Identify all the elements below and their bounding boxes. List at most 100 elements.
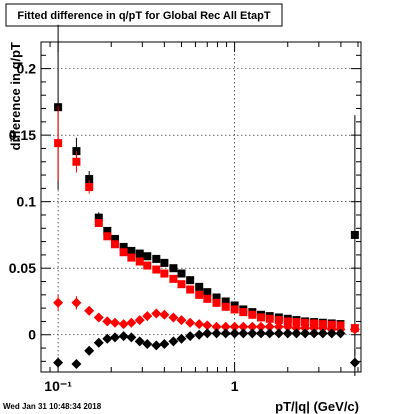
data-point-square (72, 157, 81, 166)
data-point-diamond (220, 328, 231, 339)
data-point-square (103, 226, 112, 235)
data-point-square (94, 213, 103, 222)
data-point-square (248, 310, 257, 319)
data-point-diamond (309, 323, 320, 334)
data-point-diamond (273, 321, 284, 332)
data-point-diamond (102, 316, 113, 327)
data-point-square (119, 248, 128, 257)
data-point-square (195, 282, 204, 291)
data-point-diamond (202, 328, 213, 339)
data-point-square (135, 249, 144, 258)
data-point-diamond (109, 317, 120, 328)
data-point-square (103, 232, 112, 241)
data-point-diamond (309, 328, 320, 339)
data-point-diamond (291, 328, 302, 339)
data-point-square (169, 264, 178, 273)
data-point-square (54, 139, 63, 148)
data-point-diamond (176, 315, 187, 326)
data-point-diamond (349, 324, 360, 335)
data-point-diamond (247, 328, 258, 339)
data-point-square (127, 253, 136, 262)
data-point-diamond (282, 321, 293, 332)
data-point-diamond (93, 337, 104, 348)
data-point-square (203, 288, 212, 297)
data-point-square (283, 317, 292, 326)
data-point-square (152, 265, 161, 274)
data-point-diamond (53, 357, 64, 368)
data-point-square (265, 314, 274, 323)
x-tick-labels: 10⁻¹ 1 (44, 378, 238, 394)
data-point-square (186, 276, 195, 285)
data-point-diamond (194, 329, 205, 340)
data-point-diamond (84, 305, 95, 316)
data-point-diamond (335, 328, 346, 339)
x-axis-title: pT/|q| (GeV/c) (275, 399, 359, 414)
data-point-square (85, 183, 94, 192)
data-point-diamond (93, 312, 104, 323)
data-point-diamond (273, 328, 284, 339)
data-point-diamond (142, 311, 153, 322)
data-point-diamond (282, 328, 293, 339)
data-point-square (160, 258, 169, 267)
data-point-diamond (134, 315, 145, 326)
data-point-square (186, 285, 195, 294)
plot-frame (40, 41, 362, 373)
data-point-diamond (291, 323, 302, 334)
y-tick-label: 0.05 (9, 260, 36, 276)
data-point-square (160, 269, 169, 278)
data-point-diamond (255, 328, 266, 339)
data-point-diamond (264, 328, 275, 339)
data-markers (53, 24, 360, 376)
data-point-diamond (53, 297, 64, 308)
data-point-diamond (211, 328, 222, 339)
data-point-diamond (349, 357, 360, 368)
data-point-diamond (118, 319, 129, 330)
data-point-diamond (168, 336, 179, 347)
data-point-diamond (159, 339, 170, 350)
data-point-diamond (229, 328, 240, 339)
data-point-diamond (109, 332, 120, 343)
data-point-square (177, 280, 186, 289)
data-point-diamond (185, 331, 196, 342)
data-point-diamond (211, 321, 222, 332)
data-point-square (239, 308, 248, 317)
data-point-square (110, 240, 119, 249)
data-point-diamond (126, 317, 137, 328)
data-point-diamond (220, 321, 231, 332)
data-point-square (195, 290, 204, 299)
data-point-square (212, 298, 221, 307)
data-point-square (169, 274, 178, 283)
data-point-square (143, 252, 152, 261)
data-point-square (85, 175, 94, 184)
chart-title: Fitted difference in q/pT for Global Rec… (17, 10, 271, 22)
data-point-diamond (176, 333, 187, 344)
y-tick-label: 0.1 (17, 194, 37, 210)
data-point-diamond (142, 339, 153, 350)
data-point-diamond (168, 312, 179, 323)
data-point-diamond (229, 321, 240, 332)
data-point-diamond (317, 323, 328, 334)
title-box (5, 3, 283, 27)
data-point-square (274, 316, 283, 325)
y-tick-labels: 0 0.05 0.1 0.15 0.2 (9, 61, 36, 343)
data-point-square (143, 261, 152, 270)
data-point-diamond (151, 340, 162, 351)
data-point-square (221, 297, 230, 306)
data-point-diamond (134, 336, 145, 347)
y-tick-label: 0.15 (9, 127, 36, 143)
data-point-square (203, 294, 212, 303)
data-point-diamond (317, 328, 328, 339)
data-point-diamond (71, 297, 82, 308)
data-point-diamond (71, 359, 82, 370)
data-point-square (152, 254, 161, 263)
data-point-square (177, 269, 186, 278)
data-point-diamond (202, 320, 213, 331)
data-point-diamond (126, 332, 137, 343)
data-point-square (94, 218, 103, 227)
data-point-square (301, 318, 310, 327)
timestamp-label: Wed Jan 31 10:48:34 2018 (3, 402, 102, 411)
data-point-diamond (118, 331, 129, 342)
data-point-diamond (255, 321, 266, 332)
